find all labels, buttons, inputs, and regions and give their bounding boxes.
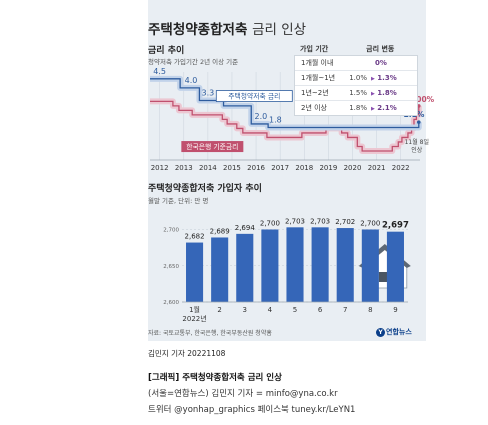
rate-table-body: 1개월 이내 0% 1개월~1년 1.0% ▶ 1.3% 1년~2년 1.5% … <box>294 55 418 116</box>
rate-table-row: 1년~2년 1.5% ▶ 1.8% <box>295 86 417 101</box>
x-tick-label: 2021 <box>368 164 386 172</box>
bar-value-label: 2,694 <box>235 224 256 232</box>
series-line-deposit-rate <box>150 78 420 129</box>
x-tick-label: 2016 <box>247 164 265 172</box>
rate-table-header-change: 금리 변동 <box>366 45 395 53</box>
bar <box>336 228 354 302</box>
footer-social: 트위터 @yonhap_graphics 페이스북 tuney.kr/LeYN1 <box>148 405 356 415</box>
footer-title: [그래픽] 주택청약종합저축 금리 인상 <box>148 373 282 383</box>
rate-table-period: 1개월 이내 <box>301 59 334 67</box>
legend-box-deposit-rate <box>215 90 293 102</box>
x-tick-label: 3 <box>243 306 247 314</box>
rate-table-row: 1개월~1년 1.0% ▶ 1.3% <box>295 71 417 86</box>
byline: 김민지 기자 20221108 <box>148 349 226 358</box>
rate-table-row: 1개월 이내 0% <box>295 56 417 71</box>
subscriber-chart-subtitle: 월말 기준, 단위: 만 명 <box>148 197 209 205</box>
bar-value-label: 2,689 <box>210 227 230 235</box>
rate-chart-subtitle: 청약저축 가입기간 2년 이상 기준 <box>148 58 239 66</box>
arrow-right-icon: ▶ <box>371 76 375 82</box>
bar-value-label: 2,703 <box>310 217 330 225</box>
bar-value-label: 2,682 <box>185 233 205 241</box>
yonhap-logo: Y 연합뉴스 <box>376 327 412 337</box>
x-tick-label: 8 <box>368 306 372 314</box>
bar-value-label: 2,703 <box>285 217 305 225</box>
bar <box>286 227 304 302</box>
legend-box-base-rate <box>181 141 244 153</box>
marker-deposit-rate <box>416 120 421 124</box>
x-year-label: 2022년 <box>182 314 206 323</box>
bar-value-label: 2,700 <box>360 220 380 228</box>
yonhap-logo-icon: Y <box>376 327 385 337</box>
data-label-deposit-rate: 4.0 <box>185 76 198 85</box>
legend-label-deposit-rate: 주택청약저축 금리 <box>228 92 280 101</box>
bar <box>211 237 229 302</box>
x-tick-label: 7 <box>343 306 347 314</box>
bar <box>311 227 329 302</box>
y-tick-label: 2,600 <box>163 300 179 306</box>
rate-table-old-rate: 1.5% <box>349 89 367 97</box>
y-tick-label: 2,650 <box>163 264 179 270</box>
data-label-deposit-rate: 3.3 <box>201 88 214 97</box>
annotation-label: 인상 <box>411 146 423 154</box>
x-tick-label: 2015 <box>223 164 241 172</box>
rate-table-period: 2년 이상 <box>301 104 327 112</box>
rate-table-period: 1년~2년 <box>301 89 329 97</box>
x-tick-label: 2022 <box>392 164 410 172</box>
x-tick-label: 2018 <box>295 164 313 172</box>
headline-main: 주택청약종합저축 <box>148 22 248 38</box>
data-label-deposit-rate: 2.0 <box>255 112 268 121</box>
x-tick-label: 2014 <box>199 164 217 172</box>
data-label-deposit-rate: 4.5 <box>153 67 166 76</box>
rate-table-period: 1개월~1년 <box>301 74 336 82</box>
x-tick-label: 2019 <box>319 164 337 172</box>
rate-table-new-rate: ▶ 1.3% <box>371 74 397 82</box>
bar <box>236 233 254 302</box>
bar <box>386 231 404 302</box>
rate-table-new-rate: ▶ 1.8% <box>371 89 397 97</box>
rate-table-new-rate: 0% <box>375 59 387 67</box>
x-tick-label: 1월 <box>189 305 200 314</box>
rate-chart-title: 금리 추이 <box>148 46 185 56</box>
subscriber-chart-title: 주택청약종합저축 가입자 추이 <box>148 184 262 194</box>
rate-table-old-rate: 1.8% <box>349 104 367 112</box>
legend-label-base-rate: 한국은행 기준금리 <box>186 142 238 151</box>
data-label-deposit-rate: 1.8 <box>269 116 282 125</box>
headline-sub: 금리 인상 <box>252 22 307 38</box>
bar <box>361 229 379 302</box>
annotation-label: 11월 8일 <box>405 138 429 146</box>
footer-credit: (서울=연합뉴스) 김민지 기자 = minfo@yna.co.kr <box>148 389 338 399</box>
x-tick-label: 2013 <box>175 164 193 172</box>
x-tick-label: 9 <box>393 306 397 314</box>
bar <box>261 229 279 302</box>
arrow-right-icon: ▶ <box>371 106 375 112</box>
x-tick-label: 6 <box>318 306 323 314</box>
bar-value-label: 2,702 <box>335 218 355 226</box>
headline: 주택청약종합저축 금리 인상 <box>148 18 306 38</box>
rate-table-new-rate: ▶ 2.1% <box>371 104 397 112</box>
x-tick-label: 2020 <box>344 164 362 172</box>
arrow-right-icon: ▶ <box>371 91 375 97</box>
rate-table-row: 2년 이상 1.8% ▶ 2.1% <box>295 101 417 115</box>
rate-table-header: 가입 기간 금리 변동 <box>294 43 418 55</box>
series-line-base-rate <box>150 100 420 152</box>
data-label-base-rate: 3.00% <box>408 95 435 104</box>
x-tick-label: 2012 <box>151 164 169 172</box>
bar-value-label: 2,700 <box>260 220 280 228</box>
bar-value-label: 2,697 <box>382 221 409 231</box>
x-tick-label: 2017 <box>271 164 289 172</box>
x-tick-label: 4 <box>268 306 273 314</box>
rate-change-table: 가입 기간 금리 변동 1개월 이내 0% 1개월~1년 1.0% ▶ 1.3%… <box>294 43 418 116</box>
source-note: 자료: 국토교통부, 한국은행, 한국부동산원 청약홈 <box>148 330 272 337</box>
y-tick-label: 2,700 <box>163 228 179 234</box>
x-tick-label: 2 <box>217 306 221 314</box>
rate-table-header-period: 가입 기간 <box>300 45 329 53</box>
rate-table-old-rate: 1.0% <box>349 74 367 82</box>
bar <box>186 242 204 302</box>
x-tick-label: 5 <box>293 306 297 314</box>
house-window-illustration <box>378 272 391 282</box>
